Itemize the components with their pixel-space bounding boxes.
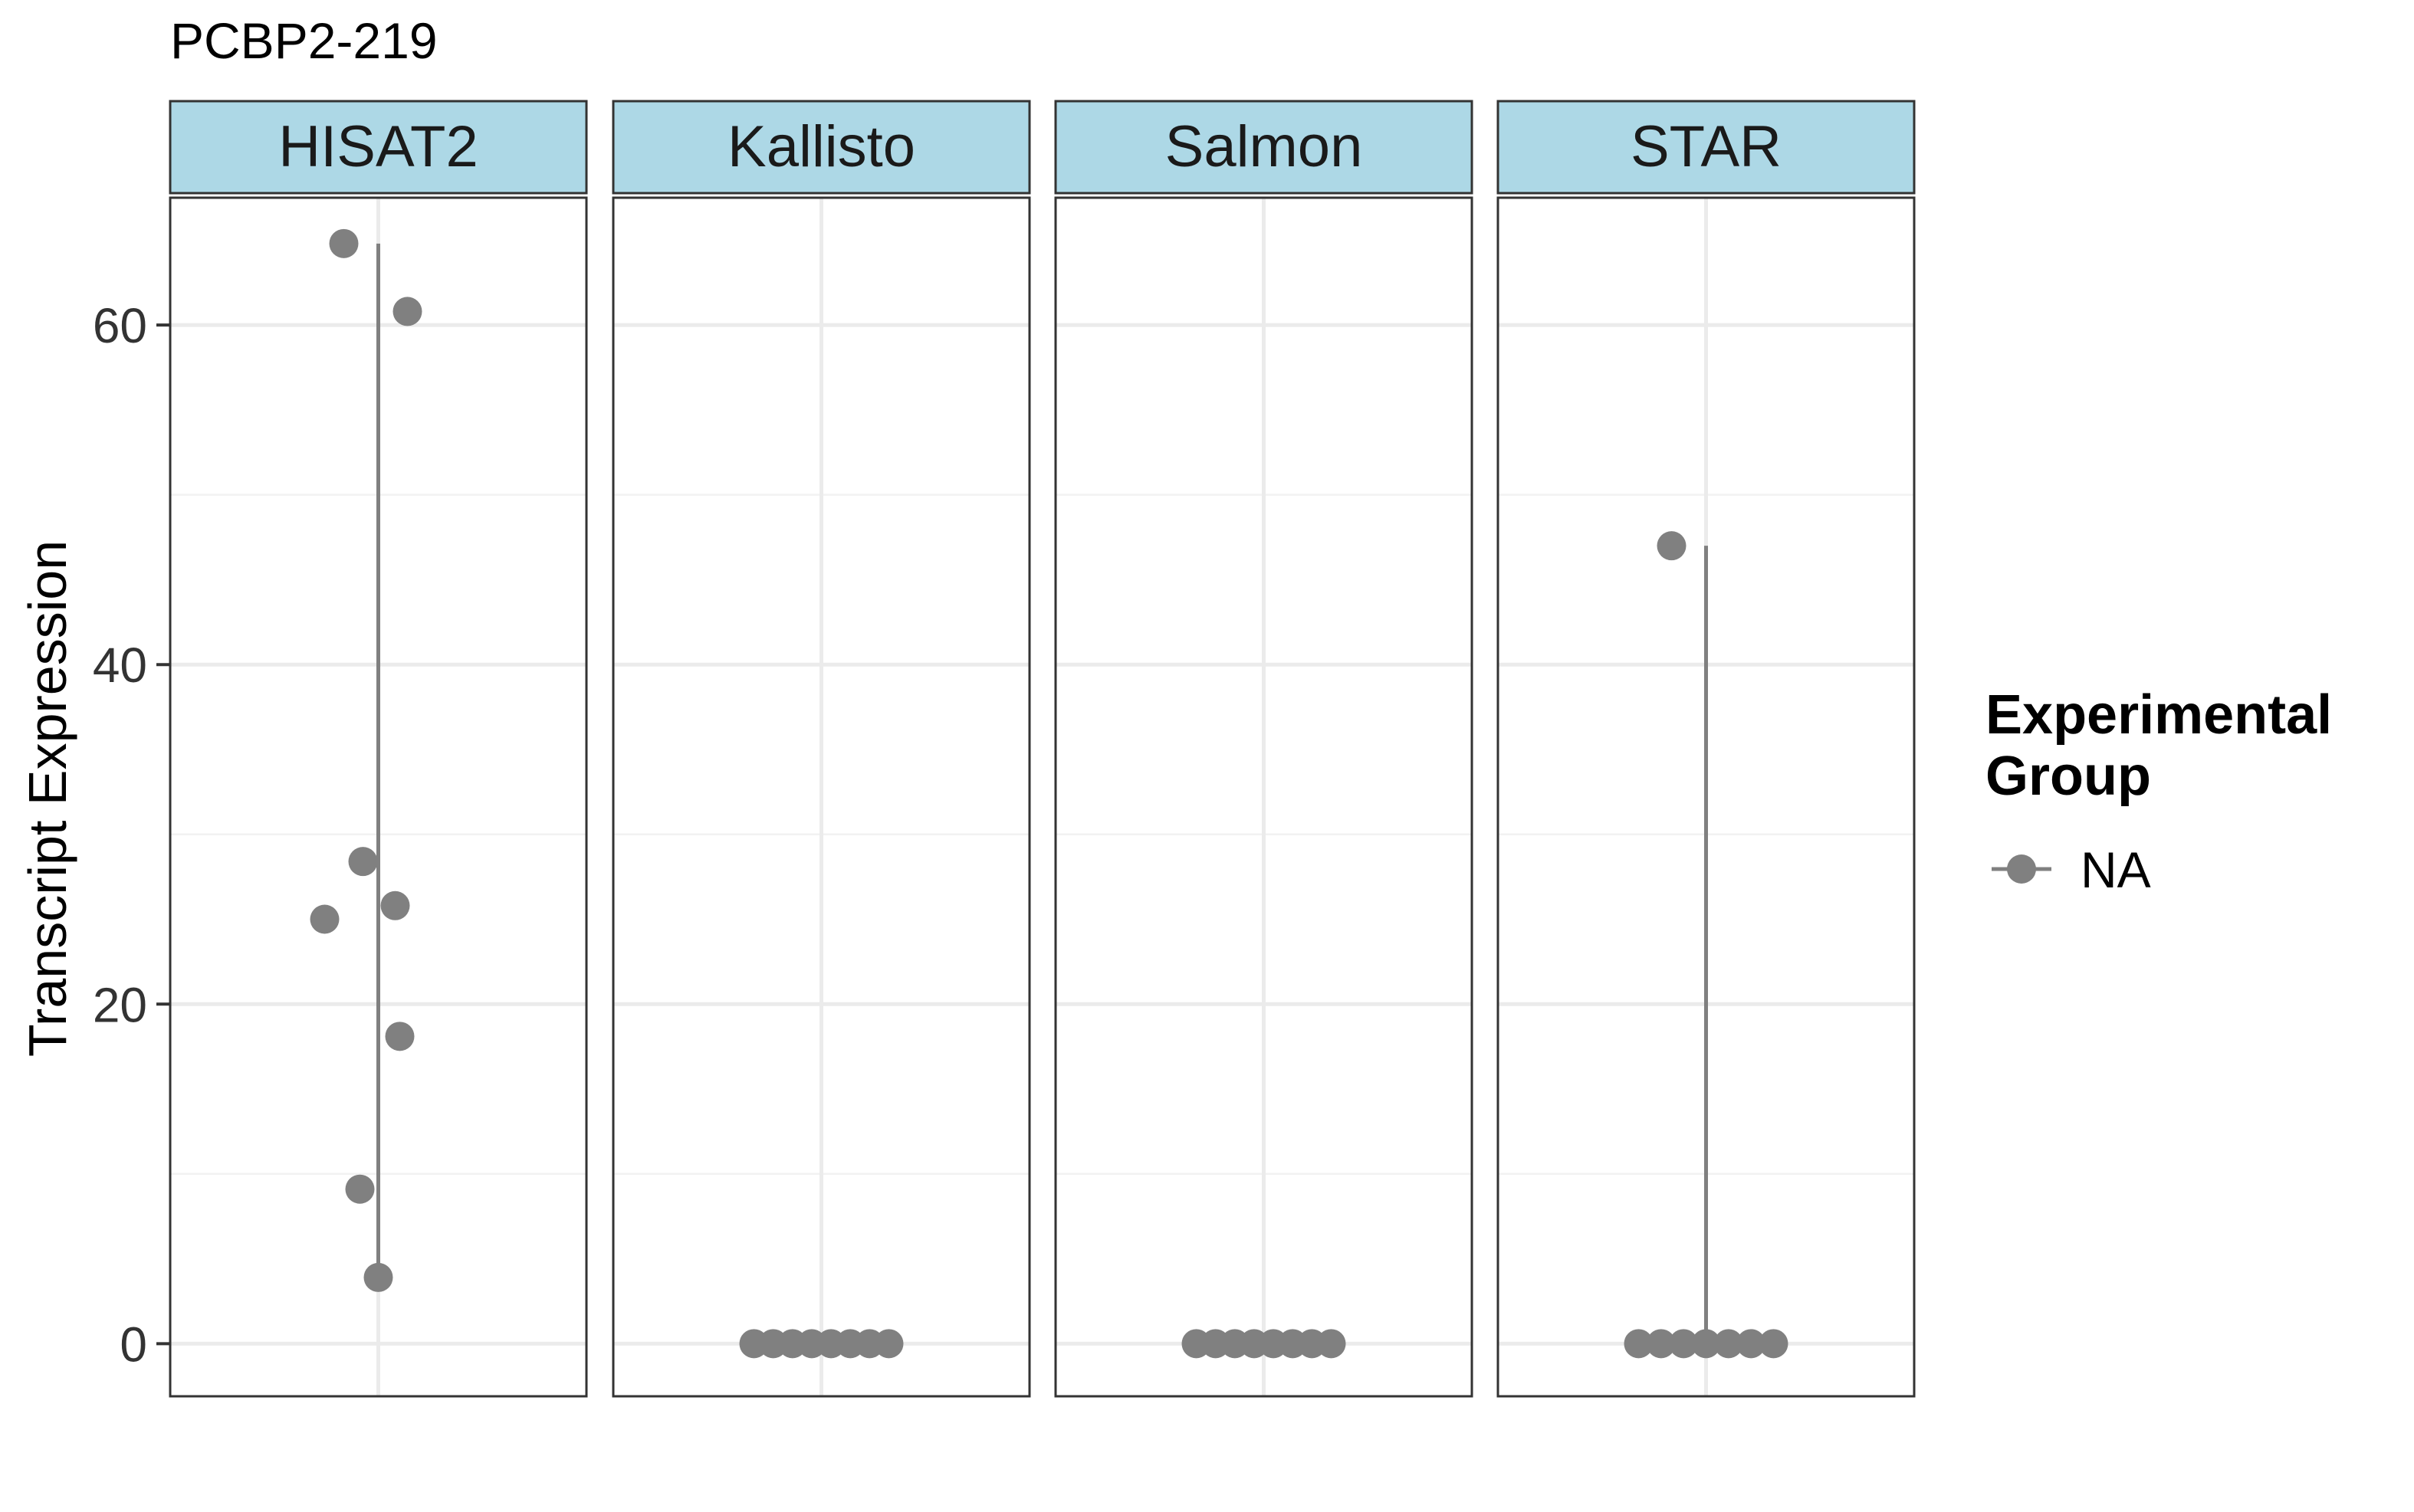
facet-strip (169, 100, 588, 195)
facet-strip (1496, 100, 1916, 195)
facet-strip-label: Kallisto (727, 114, 915, 179)
y-axis: 0 20 40 60 (93, 298, 170, 1372)
data-point (1669, 1329, 1699, 1359)
facet-strip (612, 100, 1031, 195)
y-tick-label: 0 (120, 1317, 147, 1372)
chart-title: PCBP2-219 (170, 12, 438, 69)
facet-panel-kallisto: Kallisto (612, 100, 1031, 1398)
panel-border (1496, 196, 1916, 1398)
data-point (1736, 1329, 1766, 1359)
panel-border (612, 196, 1031, 1398)
data-point (1646, 1329, 1676, 1359)
facet-panels: HISAT2 Kallisto Salmon STAR (169, 100, 1916, 1398)
facet-panel-hisat2: HISAT2 (169, 100, 588, 1398)
data-point (1657, 531, 1687, 561)
facet-panel-salmon: Salmon (1054, 100, 1473, 1398)
data-point (1316, 1329, 1346, 1359)
data-point (348, 847, 378, 877)
legend-entry-label: NA (2081, 841, 2151, 898)
facet-strip-label: Salmon (1165, 114, 1363, 179)
legend-title: Group (1985, 746, 2151, 807)
facet-strip (1054, 100, 1473, 195)
data-point (1624, 1329, 1654, 1359)
data-point (363, 1262, 393, 1292)
legend-key-point (2007, 854, 2036, 884)
data-point (310, 904, 340, 934)
y-tick-label: 40 (93, 638, 147, 693)
panel-border (1054, 196, 1473, 1398)
facet-strip-label: HISAT2 (278, 114, 478, 179)
facet-strip-label: STAR (1631, 114, 1782, 179)
data-point (874, 1329, 904, 1359)
legend-title: Experimental (1985, 684, 2332, 746)
data-point (1759, 1329, 1788, 1359)
y-tick-label: 20 (93, 977, 147, 1032)
data-point (392, 297, 422, 326)
y-axis-label: Transcript Expression (18, 540, 77, 1057)
y-tick-label: 60 (93, 298, 147, 353)
panel-border (169, 196, 588, 1398)
data-point (385, 1022, 415, 1051)
facet-panel-star: STAR (1496, 100, 1916, 1398)
data-point (380, 890, 410, 920)
data-point (345, 1174, 375, 1204)
data-point (1713, 1329, 1743, 1359)
data-point (329, 228, 359, 258)
data-point (1691, 1329, 1721, 1359)
